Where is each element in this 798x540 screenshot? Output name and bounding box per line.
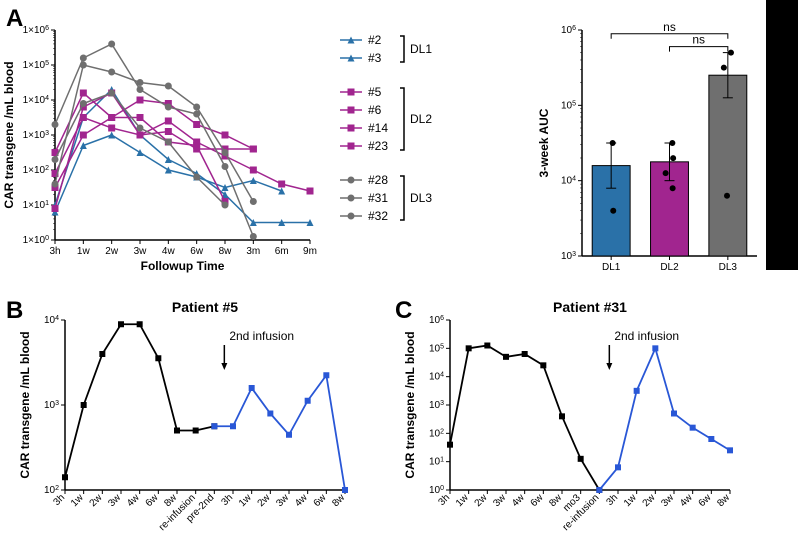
- panel-a-left-ylabel: CAR transgene /mL blood: [2, 61, 16, 208]
- svg-text:6w: 6w: [529, 492, 546, 509]
- svg-text:103: 103: [44, 400, 59, 412]
- svg-text:106: 106: [429, 315, 444, 327]
- svg-text:1×103: 1×103: [23, 130, 50, 142]
- ns-annotation: ns: [692, 33, 705, 47]
- svg-text:104: 104: [429, 371, 444, 383]
- svg-text:DL3: DL3: [719, 262, 738, 273]
- svg-text:1×104: 1×104: [23, 95, 50, 107]
- svg-text:1×105: 1×105: [23, 60, 50, 72]
- legend-group-label: DL2: [410, 112, 432, 126]
- svg-text:3h: 3h: [49, 246, 60, 257]
- svg-text:2w: 2w: [473, 492, 490, 509]
- svg-text:1w: 1w: [454, 492, 471, 509]
- svg-text:3w: 3w: [106, 492, 123, 509]
- panel-b-chart-series-0: [65, 324, 214, 477]
- svg-text:102: 102: [429, 428, 444, 440]
- svg-text:6m: 6m: [275, 246, 289, 257]
- svg-text:101: 101: [429, 456, 444, 468]
- svg-text:1×106: 1×106: [23, 25, 50, 37]
- legend-group-label: DL1: [410, 42, 432, 56]
- panel-a-right-chart: 103 104 105 106 3-week AUC DL1 DL2 DL3 ns ns: [537, 20, 757, 273]
- panel-a-legend: #2 #3 DL1 #5 #6 #14 #23 DL2 #28 #31 #32 DL3: [340, 33, 432, 223]
- panel-c-chart-title: Patient #31: [553, 299, 627, 315]
- right-black-strip: [766, 0, 798, 270]
- panel-a-left-chart: 1×100 1×101 1×102 1×103 1×104 1×105 1×106 3h 1w 2…: [2, 25, 317, 274]
- legend-item: #14: [368, 121, 388, 135]
- legend-item: #28: [368, 173, 388, 187]
- svg-text:2w: 2w: [88, 492, 105, 509]
- panel-label-A: A: [6, 5, 23, 32]
- panel-label-C: C: [395, 297, 412, 324]
- svg-text:1×102: 1×102: [23, 165, 50, 177]
- panel-a-right-ylabel: 3-week AUC: [537, 108, 551, 177]
- svg-text:DL2: DL2: [660, 262, 679, 273]
- svg-text:4w: 4w: [125, 492, 142, 509]
- panel-b-chart-series-1: [214, 375, 345, 490]
- panel-c-chart-annotation: 2nd infusion: [614, 329, 679, 343]
- svg-text:103: 103: [561, 251, 576, 263]
- svg-text:4w: 4w: [678, 492, 695, 509]
- legend-item: #6: [368, 103, 382, 117]
- legend-item: #3: [368, 51, 382, 65]
- legend-group-label: DL3: [410, 191, 432, 205]
- bar-DL3: [709, 75, 747, 256]
- panel-c-chart: Patient #31100101102103104105106CAR tran…: [403, 299, 733, 533]
- panel-c-chart-series-0: [450, 346, 599, 491]
- legend-item: #23: [368, 139, 388, 153]
- svg-text:6w: 6w: [190, 246, 204, 257]
- svg-text:2w: 2w: [105, 246, 119, 257]
- svg-text:8w: 8w: [219, 246, 233, 257]
- legend-item: #5: [368, 85, 382, 99]
- svg-text:106: 106: [561, 25, 576, 37]
- svg-text:2w: 2w: [641, 492, 658, 509]
- panel-b-chart-title: Patient #5: [172, 299, 238, 315]
- svg-text:1w: 1w: [237, 492, 254, 509]
- svg-text:3h: 3h: [604, 492, 620, 508]
- svg-text:3w: 3w: [134, 246, 148, 257]
- svg-text:1w: 1w: [622, 492, 639, 509]
- panel-b-chart: Patient #5102103104CAR transgene /mL blo…: [18, 299, 348, 533]
- svg-text:2w: 2w: [256, 492, 273, 509]
- svg-text:4w: 4w: [293, 492, 310, 509]
- svg-text:3m: 3m: [246, 246, 260, 257]
- svg-text:3w: 3w: [659, 492, 676, 509]
- panel-b-chart-annotation: 2nd infusion: [229, 329, 294, 343]
- series-n5: [55, 100, 253, 188]
- svg-text:105: 105: [429, 343, 444, 355]
- svg-text:6w: 6w: [144, 492, 161, 509]
- svg-text:9m: 9m: [303, 246, 317, 257]
- svg-text:1×100: 1×100: [23, 235, 50, 247]
- svg-text:8w: 8w: [715, 492, 732, 509]
- svg-text:3h: 3h: [219, 492, 235, 508]
- svg-text:3w: 3w: [274, 492, 291, 509]
- panel-c-chart-ylabel: CAR transgene /mL blood: [403, 331, 417, 478]
- svg-text:3w: 3w: [491, 492, 508, 509]
- svg-text:6w: 6w: [312, 492, 329, 509]
- svg-text:6w: 6w: [697, 492, 714, 509]
- legend-item: #32: [368, 209, 388, 223]
- svg-text:103: 103: [429, 400, 444, 412]
- panel-label-B: B: [6, 297, 23, 324]
- svg-text:105: 105: [561, 100, 576, 112]
- svg-text:4w: 4w: [510, 492, 527, 509]
- legend-item: #31: [368, 191, 388, 205]
- legend-item: #2: [368, 33, 382, 47]
- svg-text:104: 104: [44, 315, 59, 327]
- svg-text:1w: 1w: [69, 492, 86, 509]
- panel-b-chart-ylabel: CAR transgene /mL blood: [18, 331, 32, 478]
- svg-text:104: 104: [561, 175, 576, 187]
- svg-text:8w: 8w: [330, 492, 347, 509]
- svg-text:DL1: DL1: [602, 262, 621, 273]
- series-n2: [55, 90, 310, 223]
- svg-text:1w: 1w: [77, 246, 91, 257]
- panel-a-left-xlabel: Followup Time: [141, 259, 225, 273]
- svg-text:4w: 4w: [162, 246, 176, 257]
- ns-annotation: ns: [663, 20, 676, 34]
- svg-text:1×101: 1×101: [23, 200, 50, 212]
